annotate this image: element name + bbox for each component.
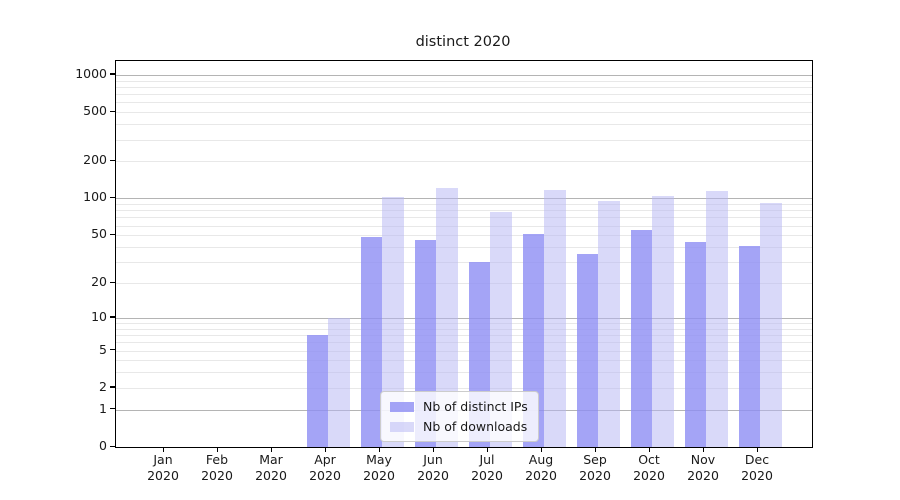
minor-gridline [116, 328, 812, 330]
minor-gridline [116, 387, 812, 389]
legend: Nb of distinct IPs Nb of downloads [380, 391, 539, 442]
bar-downloads-sep [598, 201, 620, 447]
minor-gridline [116, 235, 812, 237]
y-tick-label: 20 [91, 274, 107, 290]
y-tick-label: 2 [99, 378, 107, 394]
minor-gridline [116, 262, 812, 264]
minor-gridline [116, 102, 812, 104]
x-tick-mark [432, 447, 434, 452]
minor-gridline [116, 342, 812, 344]
x-tick-mark [648, 447, 650, 452]
chart-title: distinct 2020 [415, 34, 511, 50]
x-tick-mark [162, 447, 164, 452]
major-gridline [116, 74, 812, 76]
legend-item-downloads: Nb of downloads [390, 419, 528, 434]
x-tick-mark [486, 447, 488, 452]
y-tick-label: 1000 [75, 65, 107, 81]
x-tick-label-aug: Aug 2020 [525, 452, 557, 483]
y-tick-label: 100 [83, 189, 107, 205]
major-gridline [116, 198, 812, 200]
y-tick-label: 500 [83, 103, 107, 119]
minor-gridline [116, 225, 812, 227]
legend-label-downloads: Nb of downloads [423, 419, 528, 434]
bar-downloads-oct [652, 195, 674, 447]
x-tick-label-jul: Jul 2020 [471, 452, 503, 483]
bar-distinct-ips-sep [576, 254, 599, 447]
x-tick-label-feb: Feb 2020 [201, 452, 233, 483]
y-tick-mark [110, 316, 115, 318]
x-tick-mark [324, 447, 326, 452]
plot-area: Nb of distinct IPs Nb of downloads [115, 60, 813, 448]
legend-swatch-downloads [390, 421, 414, 432]
x-tick-label-jun: Jun 2020 [417, 452, 449, 483]
x-tick-mark [540, 447, 542, 452]
y-tick-mark [110, 233, 115, 236]
y-tick-label: 10 [91, 308, 107, 324]
bar-distinct-ips-nov [684, 242, 707, 447]
minor-gridline [116, 210, 812, 212]
bar-downloads-apr [328, 317, 350, 447]
x-tick-label-sep: Sep 2020 [579, 452, 611, 483]
x-tick-label-dec: Dec 2020 [741, 452, 773, 483]
y-tick-mark [110, 196, 115, 199]
minor-gridline [116, 161, 812, 163]
bar-downloads-jul [490, 211, 512, 447]
bar-distinct-ips-oct [630, 230, 653, 447]
legend-item-distinct-ips: Nb of distinct IPs [390, 399, 528, 414]
x-tick-mark [378, 447, 380, 452]
bar-downloads-jun [436, 187, 458, 447]
y-tick-mark [110, 73, 115, 75]
minor-gridline [116, 335, 812, 337]
bar-downloads-dec [760, 202, 782, 447]
y-tick-mark [110, 408, 115, 410]
minor-gridline [116, 112, 812, 114]
legend-swatch-distinct-ips [390, 401, 414, 412]
bar-distinct-ips-dec [738, 245, 761, 447]
y-tick-mark [110, 445, 115, 447]
minor-gridline [116, 204, 812, 206]
bar-downloads-aug [544, 190, 566, 447]
x-tick-label-jan: Jan 2020 [147, 452, 179, 483]
y-tick-label: 1 [99, 400, 107, 416]
minor-gridline [116, 360, 812, 362]
minor-gridline [116, 139, 812, 141]
x-tick-label-may: May 2020 [363, 452, 395, 483]
x-tick-label-nov: Nov 2020 [687, 452, 719, 483]
major-gridline [116, 317, 812, 319]
minor-gridline [116, 217, 812, 219]
x-tick-label-mar: Mar 2020 [255, 452, 287, 483]
minor-gridline [116, 80, 812, 82]
x-tick-label-oct: Oct 2020 [633, 452, 665, 483]
minor-gridline [116, 247, 812, 248]
legend-label-distinct-ips: Nb of distinct IPs [423, 399, 528, 414]
y-tick-label: 0 [99, 438, 107, 453]
minor-gridline [116, 283, 812, 285]
y-tick-mark [110, 159, 115, 162]
y-tick-label: 5 [99, 341, 107, 357]
bar-downloads-may [382, 197, 404, 447]
y-tick-label: 50 [91, 226, 107, 242]
minor-gridline [116, 350, 812, 352]
minor-gridline [116, 94, 812, 96]
y-tick-mark [110, 110, 115, 113]
bar-downloads-nov [706, 190, 728, 447]
x-tick-label-apr: Apr 2020 [309, 452, 341, 483]
minor-gridline [116, 86, 812, 88]
x-tick-mark [270, 447, 272, 452]
y-tick-mark [110, 281, 115, 283]
x-tick-mark [594, 447, 596, 452]
minor-gridline [116, 372, 812, 374]
bar-distinct-ips-apr [306, 335, 329, 447]
y-tick-mark [110, 349, 115, 351]
x-tick-mark [756, 447, 758, 452]
minor-gridline [116, 323, 812, 324]
x-tick-mark [702, 447, 704, 452]
y-tick-mark [110, 386, 115, 388]
bar-distinct-ips-may [360, 237, 383, 447]
x-tick-mark [216, 447, 218, 452]
minor-gridline [116, 124, 812, 126]
y-tick-label: 200 [83, 152, 107, 168]
